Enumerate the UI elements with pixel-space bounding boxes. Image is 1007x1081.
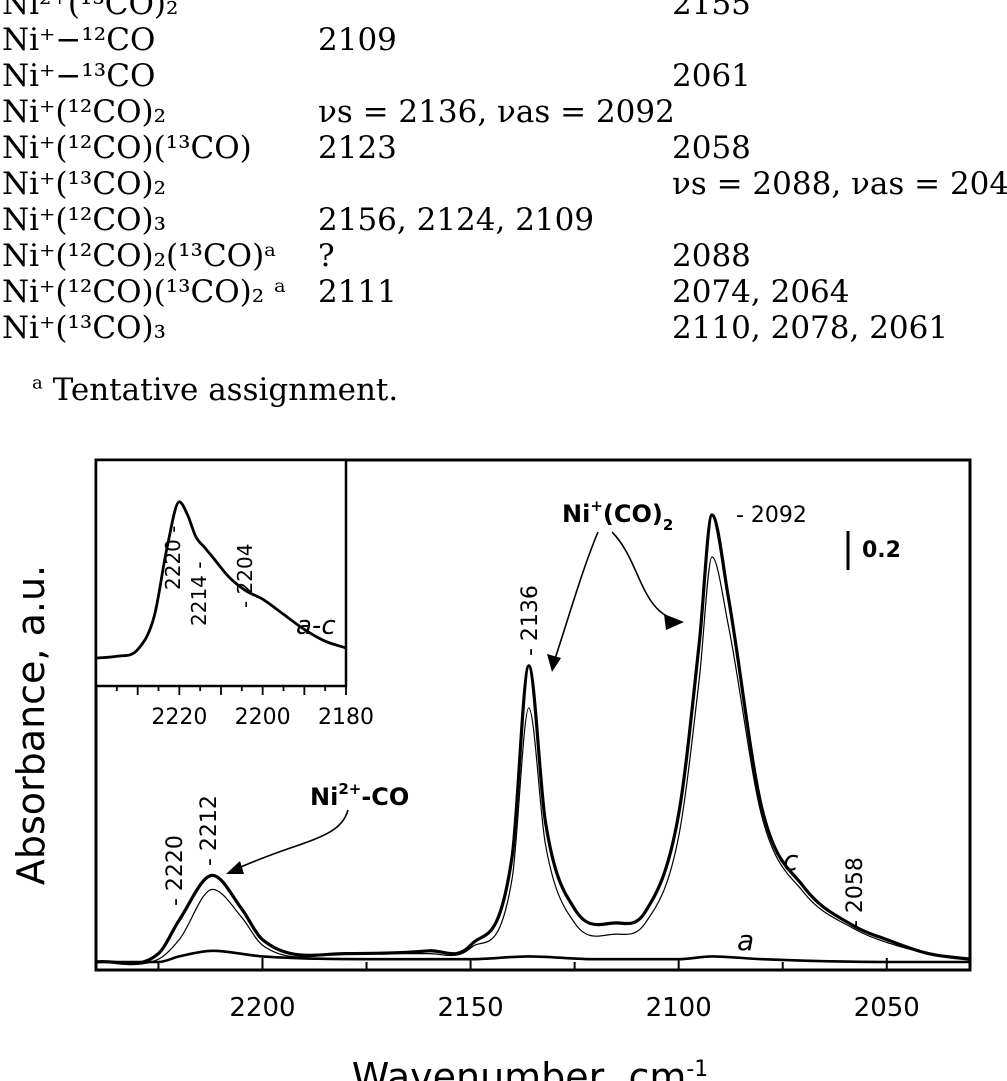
footnote-text: Tentative assignment. <box>52 372 399 408</box>
species-cell: Ni²⁺(¹³CO)₂ <box>2 0 179 22</box>
inset-x-ticks: 2220 2200 2180 <box>115 686 374 730</box>
table-footnote: a Tentative assignment. <box>32 372 398 408</box>
x-axis-label: Wavenumber, cm-1 <box>352 1055 709 1081</box>
main-curves <box>95 513 971 966</box>
inset-x-tick-label: 2220 <box>151 705 207 730</box>
nu13-cell: 2088 <box>672 238 751 274</box>
peak-label-2136: - 2136 <box>518 585 543 656</box>
nu13-cell: 2061 <box>672 58 751 94</box>
nu12-cell: ? <box>318 238 335 274</box>
species-cell: Ni⁺(¹²CO)₃ <box>2 202 167 238</box>
x-tick-label: 2050 <box>854 993 920 1023</box>
inset-x-tick-label: 2180 <box>318 705 374 730</box>
peak-label-2212: - 2212 <box>197 795 222 866</box>
footnote-mark: a <box>32 372 43 394</box>
main-plot-frame <box>94 458 972 972</box>
nu13-cell: 2074, 2064 <box>672 274 850 310</box>
scale-bar-label: 0.2 <box>862 538 901 563</box>
species-cell: Ni⁺(¹²CO)₂(¹³CO)ᵃ <box>2 238 277 274</box>
species-cell: Ni⁺−¹³CO <box>2 58 156 94</box>
spectrum-curve-c <box>95 513 971 966</box>
nu13-cell: 2155 <box>672 0 751 22</box>
arrowhead-2092 <box>664 614 684 630</box>
inset-curve-label: a-c <box>296 611 336 641</box>
spectrum-curve-secondary <box>95 556 971 965</box>
species-cell: Ni⁺(¹²CO)₂ <box>2 94 167 130</box>
x-tick-label: 2100 <box>646 993 712 1023</box>
nu13-cell: 2058 <box>672 130 751 166</box>
arrow-to-2136 <box>551 531 599 669</box>
x-tick-label: 2150 <box>437 993 503 1023</box>
curve-label-a: a <box>737 924 754 957</box>
annotation-ni-co: Ni2+-CO <box>310 780 409 811</box>
nu12-cell: νs = 2136, νas = 2092 <box>318 94 675 130</box>
main-x-ticks: 2200 2150 2100 2050 <box>157 958 920 1023</box>
y-axis-label: Absorbance, a.u. <box>9 565 53 885</box>
curve-label-c: c <box>783 844 799 877</box>
annotation-ni-co2: Ni+(CO)2 <box>562 497 673 534</box>
nu12-cell: 2109 <box>318 22 397 58</box>
peak-label-2092: - 2092 <box>736 503 807 528</box>
x-tick-label: 2200 <box>229 993 295 1023</box>
nu12-cell: 2156, 2124, 2109 <box>318 202 595 238</box>
spectrum-curve-a <box>96 949 970 964</box>
inset-peak-label-2214: 2214 - <box>187 562 211 626</box>
species-cell: Ni⁺(¹²CO)(¹³CO)₂ ᵃ <box>2 274 286 310</box>
inset-x-tick-label: 2200 <box>235 705 291 730</box>
species-cell: Ni⁺(¹³CO)₃ <box>2 310 167 346</box>
inset-peak-label-2220: 2220 - <box>161 526 185 590</box>
species-cell: Ni⁺(¹²CO)(¹³CO) <box>2 130 252 166</box>
arrowhead-2136 <box>547 654 561 672</box>
nu13-cell: 2110, 2078, 2061 <box>672 310 949 346</box>
arrow-to-2092 <box>611 531 677 621</box>
ir-spectrum-figure: 2200 2150 2100 2050 2220 2200 2180 Absorbance… <box>9 458 972 1081</box>
arrow-to-2212 <box>233 809 349 871</box>
inset-peak-label-2204: - 2204 <box>233 544 257 608</box>
peak-label-2058: - 2058 <box>843 857 868 928</box>
peak-label-2220: - 2220 <box>163 835 188 906</box>
inset-curves <box>95 500 347 660</box>
species-cell: Ni⁺−¹²CO <box>2 22 156 58</box>
nu12-cell: 2123 <box>318 130 397 166</box>
arrowhead-2212 <box>226 861 244 874</box>
nu12-cell: 2111 <box>318 274 397 310</box>
nu13-cell: νs = 2088, νas = 2046 <box>672 166 1007 202</box>
inset-curve-a-c <box>95 500 347 660</box>
species-cell: Ni⁺(¹³CO)₂ <box>2 166 167 202</box>
